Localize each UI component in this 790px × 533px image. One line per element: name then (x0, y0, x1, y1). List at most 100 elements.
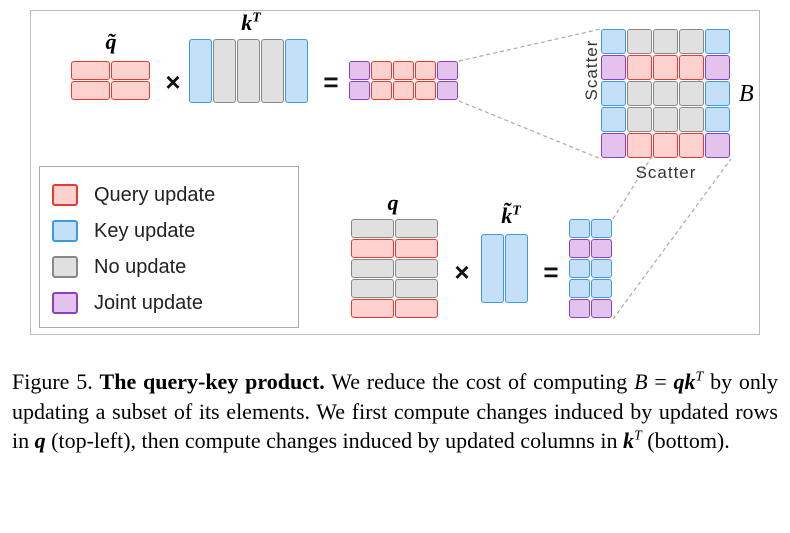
legend-label: Key update (94, 220, 195, 243)
legend-swatch (52, 220, 78, 242)
big-B-cell (601, 107, 626, 132)
prod-top-cell (371, 61, 392, 80)
caption-q-2: q (35, 428, 46, 453)
prod-bottom-cell (569, 299, 590, 318)
kT-top-cell (213, 39, 236, 103)
q-cell (395, 239, 438, 258)
caption-kT-3: k (623, 428, 634, 453)
big-B-cell (653, 55, 678, 80)
caption-qkT-sup: T (696, 370, 704, 385)
prod-bottom-cell (591, 299, 612, 318)
legend-row: No update (52, 249, 286, 285)
prod-bottom-cell (591, 219, 612, 238)
legend-label: Query update (94, 184, 215, 207)
caption-body-2: (top-left), then compute changes induced… (51, 428, 623, 453)
prod-top-cell (415, 81, 436, 100)
big-B-cell (679, 29, 704, 54)
caption-body-3: (bottom). (647, 428, 730, 453)
prod-bottom-cell (591, 259, 612, 278)
q-cell (351, 219, 394, 238)
op-equals-bottom: = (541, 257, 561, 288)
big-B-cell (601, 133, 626, 158)
legend-swatch (52, 184, 78, 206)
k-tilde-T-cell (505, 234, 528, 303)
legend-row: Joint update (52, 285, 286, 321)
q-cell (351, 239, 394, 258)
op-equals-top: = (321, 67, 341, 98)
legend-label: No update (94, 256, 186, 279)
big-B-cell (679, 133, 704, 158)
big-B-cell (601, 55, 626, 80)
figure-caption: Figure 5. The query-key product. We redu… (12, 367, 778, 456)
prod-top-cell (415, 61, 436, 80)
legend-swatch (52, 292, 78, 314)
op-times-top: × (163, 67, 183, 98)
prod-top-cell (349, 81, 370, 100)
label-q-tilde: q̃ (96, 29, 126, 55)
label-B: B (739, 81, 754, 108)
caption-body-0: We reduce the cost of computing (331, 369, 634, 394)
big-B-cell (627, 55, 652, 80)
q-tilde-cell (71, 81, 110, 100)
scatter-dash-line (459, 101, 601, 159)
legend-swatch (52, 256, 78, 278)
q-tilde-cell (111, 61, 150, 80)
q-cell (395, 279, 438, 298)
big-B-cell (653, 133, 678, 158)
prod-bottom-cell (591, 279, 612, 298)
caption-kT-3-sup: T (634, 429, 642, 444)
label-kT: kT (231, 10, 271, 36)
big-B-cell (653, 81, 678, 106)
big-B-cell (679, 107, 704, 132)
label-q: q (383, 190, 403, 216)
prod-bottom-cell (569, 239, 590, 258)
prod-bottom-cell (569, 219, 590, 238)
big-B-cell (601, 81, 626, 106)
legend-row: Query update (52, 177, 286, 213)
label-scatter-v: Scatter (582, 5, 602, 135)
big-B-cell (627, 29, 652, 54)
label-k-tilde-T: k̃T (491, 203, 531, 229)
q-cell (351, 259, 394, 278)
label-scatter-h: Scatter (601, 163, 731, 183)
big-B-cell (601, 29, 626, 54)
kT-top-cell (285, 39, 308, 103)
diagram-container: q̃ kT × = q k̃T × = B Scatter Scatter Qu… (30, 10, 760, 335)
prod-top-cell (437, 61, 458, 80)
label-ktilde-base: k̃ (501, 203, 512, 228)
q-cell (351, 279, 394, 298)
q-tilde-cell (71, 61, 110, 80)
caption-qkT-1: qk (674, 369, 696, 394)
scatter-dash-line (459, 29, 601, 61)
q-cell (395, 299, 438, 318)
big-B-cell (653, 29, 678, 54)
prod-bottom-cell (591, 239, 612, 258)
q-cell (395, 219, 438, 238)
caption-B-eq: B (634, 369, 647, 394)
prod-bottom-cell (569, 259, 590, 278)
prod-top-cell (349, 61, 370, 80)
kT-top-cell (237, 39, 260, 103)
big-B-cell (705, 133, 730, 158)
big-B-cell (705, 107, 730, 132)
q-cell (395, 259, 438, 278)
big-B-cell (705, 55, 730, 80)
prod-bottom-cell (569, 279, 590, 298)
legend-label: Joint update (94, 292, 203, 315)
kT-top-cell (189, 39, 212, 103)
prod-top-cell (393, 81, 414, 100)
big-B-cell (679, 55, 704, 80)
big-B-cell (653, 107, 678, 132)
kT-top-cell (261, 39, 284, 103)
big-B-cell (627, 133, 652, 158)
prod-top-cell (393, 61, 414, 80)
q-cell (351, 299, 394, 318)
prod-top-cell (437, 81, 458, 100)
k-tilde-T-cell (481, 234, 504, 303)
q-tilde-cell (111, 81, 150, 100)
label-kT-sup: T (252, 11, 261, 26)
label-kT-base: k (241, 10, 252, 35)
prod-top-cell (371, 81, 392, 100)
big-B-cell (705, 81, 730, 106)
big-B-cell (627, 107, 652, 132)
